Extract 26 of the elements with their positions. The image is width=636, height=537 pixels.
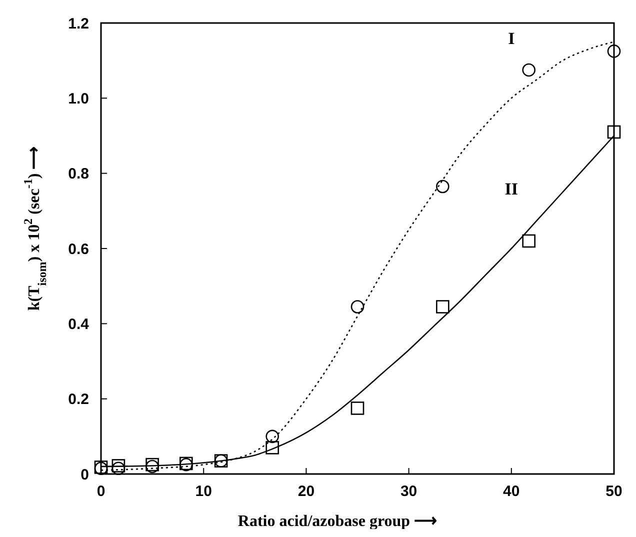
y-tick-label: 1.0 <box>68 90 89 108</box>
x-tick-label: 10 <box>195 483 212 500</box>
series-label: II <box>504 179 518 198</box>
point <box>522 234 536 248</box>
point <box>607 125 621 139</box>
point <box>522 63 536 77</box>
x-tick-label: 0 <box>96 483 106 500</box>
point <box>436 300 450 314</box>
y-tick-label: 0.6 <box>68 240 89 258</box>
point <box>266 441 279 454</box>
x-tick-label: 20 <box>298 483 315 500</box>
x-tick-label: 50 <box>606 483 622 500</box>
y-tick-label: 1.2 <box>68 15 89 32</box>
x-tick-label: 40 <box>503 483 520 500</box>
y-tick-label: 0 <box>80 466 89 484</box>
y-tick-label: 0.8 <box>68 166 89 183</box>
point <box>266 430 279 444</box>
text: I <box>508 29 516 48</box>
point <box>350 300 364 314</box>
y-tick-label: 0.4 <box>68 316 90 333</box>
x-tick-label: 30 <box>400 483 418 500</box>
point <box>350 402 364 415</box>
point <box>607 44 621 58</box>
point <box>436 180 450 194</box>
y-tick-label: 0.2 <box>68 391 89 408</box>
point <box>112 459 126 472</box>
